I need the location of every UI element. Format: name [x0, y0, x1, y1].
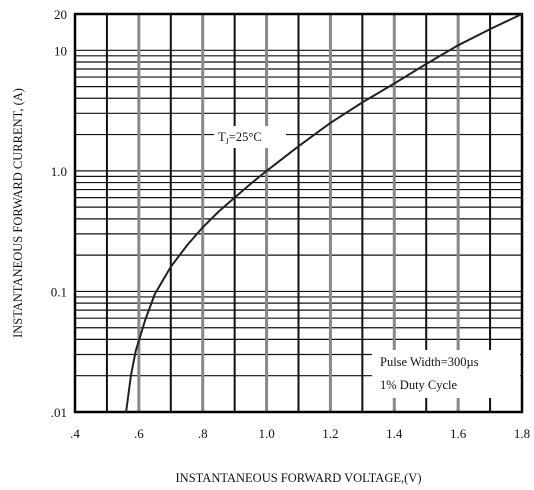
duty-cycle-annotation: 1% Duty Cycle — [380, 378, 458, 392]
y-tick-label: 20 — [54, 7, 67, 22]
x-tick-label: 1.4 — [386, 426, 403, 441]
annotation-temp: =25°C — [229, 130, 262, 144]
x-tick-label: .8 — [198, 426, 208, 441]
junction-temperature-annotation: TJ=25°C — [218, 130, 262, 146]
x-tick-label: 1.2 — [322, 426, 338, 441]
x-axis-label: INSTANTANEOUS FORWARD VOLTAGE,(V) — [176, 471, 422, 485]
pulse-width-annotation: Pulse Width=300µs — [380, 355, 479, 369]
x-tick-label: .4 — [70, 426, 80, 441]
x-tick-label: 1.6 — [450, 426, 467, 441]
y-tick-label: 1.0 — [51, 164, 67, 179]
x-tick-label: 1.0 — [258, 426, 274, 441]
y-tick-label: .01 — [51, 405, 67, 420]
x-tick-label: 1.8 — [514, 426, 530, 441]
y-tick-label: 10 — [54, 43, 67, 58]
y-tick-label: 0.1 — [51, 284, 67, 299]
y-axis-label: INSTANTANEOUS FORWARD CURRENT, (A) — [11, 88, 25, 338]
x-tick-label: .6 — [134, 426, 144, 441]
